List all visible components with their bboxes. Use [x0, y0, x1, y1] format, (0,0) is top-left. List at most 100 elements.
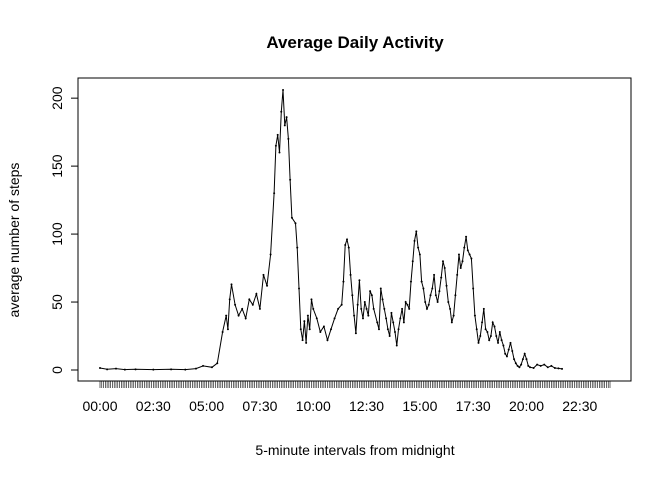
- data-point: [244, 317, 247, 320]
- data-point: [106, 368, 109, 371]
- data-point: [386, 328, 389, 331]
- data-point: [546, 366, 549, 369]
- data-point: [409, 280, 412, 283]
- data-point: [287, 137, 290, 140]
- data-point: [402, 321, 405, 324]
- data-point: [406, 303, 409, 306]
- data-point: [527, 364, 530, 367]
- data-point: [269, 253, 272, 256]
- data-point: [470, 257, 473, 260]
- data-point: [507, 348, 510, 351]
- y-axis: 0 50 100 150 200: [49, 86, 79, 374]
- data-point: [276, 133, 279, 136]
- data-point: [248, 298, 251, 301]
- data-point: [486, 330, 489, 333]
- data-point: [488, 339, 491, 342]
- data-point: [210, 366, 213, 369]
- y-tick-label: 150: [49, 154, 65, 178]
- data-point: [550, 364, 553, 367]
- data-point: [468, 253, 471, 256]
- data-point: [457, 253, 460, 256]
- data-point: [445, 284, 448, 287]
- data-point: [202, 364, 205, 367]
- data-point: [449, 307, 452, 310]
- data-point: [319, 330, 322, 333]
- data-point: [289, 178, 292, 181]
- data-point: [333, 317, 336, 320]
- data-point: [539, 364, 542, 367]
- data-point: [290, 216, 293, 219]
- data-point: [420, 280, 423, 283]
- data-point: [342, 280, 345, 283]
- data-point: [484, 328, 487, 331]
- chart-title: Average Daily Activity: [266, 33, 444, 52]
- x-tick-label: 05:00: [189, 398, 224, 414]
- data-point: [351, 294, 354, 297]
- data-point: [346, 238, 349, 241]
- data-point: [438, 290, 441, 293]
- data-point: [99, 366, 101, 369]
- data-point: [491, 321, 494, 324]
- data-point: [354, 332, 357, 335]
- data-point: [337, 307, 340, 310]
- x-axis: 00:00 02:30 05:00 07:30 10:00 12:30 15:00 17:30…: [82, 380, 611, 414]
- data-point: [525, 358, 528, 361]
- data-point: [184, 368, 187, 371]
- data-point: [390, 311, 393, 314]
- data-point: [285, 116, 288, 119]
- data-point: [255, 292, 258, 295]
- data-point: [532, 366, 535, 369]
- data-point: [433, 273, 436, 276]
- data-point: [114, 367, 117, 370]
- x-tick-label: 07:30: [242, 398, 277, 414]
- data-point: [514, 362, 517, 365]
- data-point: [443, 267, 446, 270]
- data-point: [216, 362, 219, 365]
- data-point: [516, 364, 519, 367]
- data-point: [454, 294, 457, 297]
- data-point: [258, 307, 261, 310]
- data-point: [152, 368, 155, 371]
- x-tick-label: 00:00: [82, 398, 117, 414]
- data-point: [543, 363, 546, 366]
- series-line: [99, 89, 563, 371]
- data-point: [358, 279, 361, 282]
- data-point: [303, 320, 306, 323]
- data-point: [305, 341, 308, 344]
- data-point: [134, 368, 137, 371]
- data-point: [340, 303, 343, 306]
- data-point: [299, 328, 302, 331]
- data-point: [251, 303, 254, 306]
- data-point: [282, 89, 285, 91]
- data-point: [312, 307, 315, 310]
- data-point: [436, 301, 439, 304]
- y-tick-label: 50: [49, 294, 65, 310]
- data-point: [413, 239, 416, 242]
- y-tick-label: 100: [49, 222, 65, 246]
- x-tick-label: 15:00: [402, 398, 437, 414]
- data-point: [298, 287, 301, 290]
- data-point: [431, 287, 434, 290]
- data-point: [536, 363, 539, 366]
- data-point: [553, 366, 556, 369]
- data-point: [326, 339, 329, 342]
- data-point: [170, 368, 173, 371]
- data-point: [429, 294, 432, 297]
- data-point: [441, 260, 444, 263]
- data-point: [315, 317, 318, 320]
- data-point: [493, 325, 496, 328]
- data-point: [381, 298, 384, 301]
- data-point: [401, 307, 404, 310]
- data-point: [456, 273, 459, 276]
- data-point: [475, 328, 478, 331]
- data-point: [228, 298, 231, 301]
- data-point: [518, 366, 521, 369]
- data-point: [440, 276, 443, 279]
- data-point: [306, 314, 309, 317]
- data-point: [408, 307, 411, 310]
- data-point: [194, 367, 197, 370]
- data-point: [447, 301, 450, 304]
- data-point: [353, 314, 356, 317]
- x-tick-label: 22:30: [562, 398, 597, 414]
